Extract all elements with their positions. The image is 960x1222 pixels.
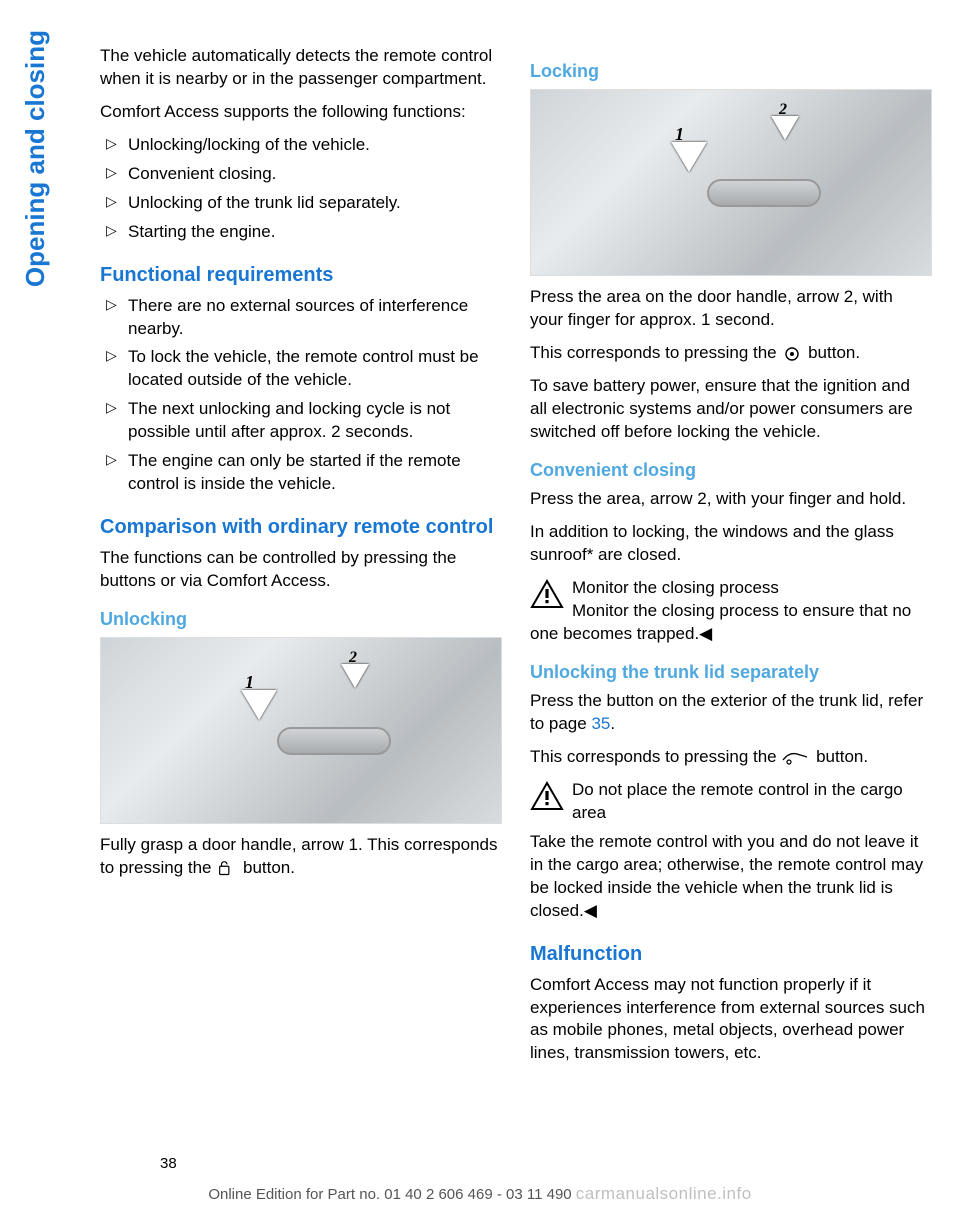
paragraph: To save battery power, ensure that the i… [530, 375, 930, 444]
paragraph: Press the button on the exterior of the … [530, 690, 930, 736]
list-item: Unlocking of the trunk lid separately. [100, 192, 500, 215]
arrow-2-label: 2 [349, 649, 357, 667]
list-item: The engine can only be started if the re… [100, 450, 500, 496]
text: Fully grasp a door handle, arrow 1. This… [100, 835, 498, 877]
arrow-1-label: 1 [675, 124, 684, 145]
footer-text: Online Edition for Part no. 01 40 2 606 … [208, 1186, 571, 1203]
paragraph: In addition to locking, the windows and … [530, 521, 930, 567]
text: button. [808, 343, 860, 362]
list-item: The next unlocking and locking cycle is … [100, 398, 500, 444]
figure-door-handle-lock: 1 2 [530, 89, 932, 276]
text: button. [243, 858, 295, 877]
warning-title: Do not place the remote control in the c… [572, 780, 903, 822]
arrow-1-icon [671, 142, 707, 172]
text: This corresponds to pressing the [530, 343, 781, 362]
paragraph: This corresponds to pressing the button. [530, 746, 930, 769]
arrow-2-icon [771, 116, 799, 140]
bullet-list: There are no external sources of interfe… [100, 295, 500, 497]
heading-unlock-trunk: Unlocking the trunk lid separately [530, 660, 930, 684]
paragraph: Press the area on the door handle, arrow… [530, 286, 930, 332]
list-item: To lock the vehicle, the remote control … [100, 346, 500, 392]
footer-line: Online Edition for Part no. 01 40 2 606 … [0, 1183, 960, 1206]
heading-comparison: Comparison with ordinary remote control [100, 514, 500, 541]
lock-button-icon [781, 346, 803, 362]
paragraph: Fully grasp a door handle, arrow 1. This… [100, 834, 500, 880]
section-tab: Opening and closing [18, 30, 52, 410]
text: Press the button on the exterior of the … [530, 691, 923, 733]
list-item: Starting the engine. [100, 221, 500, 244]
page-ref-link[interactable]: 35 [591, 714, 610, 733]
warning-block: Monitor the closing process Monitor the … [530, 577, 930, 646]
warning-icon [530, 781, 564, 811]
paragraph: Press the area, arrow 2, with your finge… [530, 488, 930, 511]
heading-malfunction: Malfunction [530, 941, 930, 968]
list-item: Convenient closing. [100, 163, 500, 186]
trunk-button-icon [781, 750, 811, 766]
heading-unlocking: Unlocking [100, 607, 500, 631]
arrow-1-icon [241, 690, 277, 720]
warning-block: Do not place the remote control in the c… [530, 779, 930, 923]
watermark-text: carmanualsonline.info [576, 1184, 752, 1203]
door-handle-shape [707, 179, 821, 207]
arrow-2-icon [341, 664, 369, 688]
heading-functional-requirements: Functional requirements [100, 262, 500, 289]
paragraph: The functions can be controlled by press… [100, 547, 500, 593]
text: button. [816, 747, 868, 766]
text: . [610, 714, 615, 733]
paragraph: This corresponds to pressing the button. [530, 342, 930, 365]
text: This corresponds to pressing the [530, 747, 781, 766]
paragraph: The vehicle automatically detects the re… [100, 45, 500, 91]
heading-convenient-closing: Convenient closing [530, 458, 930, 482]
arrow-1-label: 1 [245, 672, 254, 693]
bullet-list: Unlocking/locking of the vehicle. Conven… [100, 134, 500, 244]
warning-title: Monitor the closing process [572, 578, 779, 597]
paragraph: Comfort Access may not function properly… [530, 974, 930, 1066]
door-handle-shape [277, 727, 391, 755]
arrow-2-label: 2 [779, 101, 787, 119]
warning-body: Take the remote control with you and do … [530, 831, 930, 923]
list-item: There are no external sources of interfe… [100, 295, 500, 341]
paragraph: Comfort Access supports the following fu… [100, 101, 500, 124]
heading-locking: Locking [530, 59, 930, 83]
page-content: The vehicle automatically detects the re… [100, 45, 930, 1152]
warning-icon [530, 579, 564, 609]
figure-door-handle-unlock: 1 2 [100, 637, 502, 824]
unlock-button-icon [216, 861, 238, 877]
page-number: 38 [160, 1154, 177, 1174]
warning-body: Monitor the closing process to ensure th… [530, 601, 911, 643]
list-item: Unlocking/locking of the vehicle. [100, 134, 500, 157]
section-tab-label: Opening and closing [18, 30, 53, 287]
